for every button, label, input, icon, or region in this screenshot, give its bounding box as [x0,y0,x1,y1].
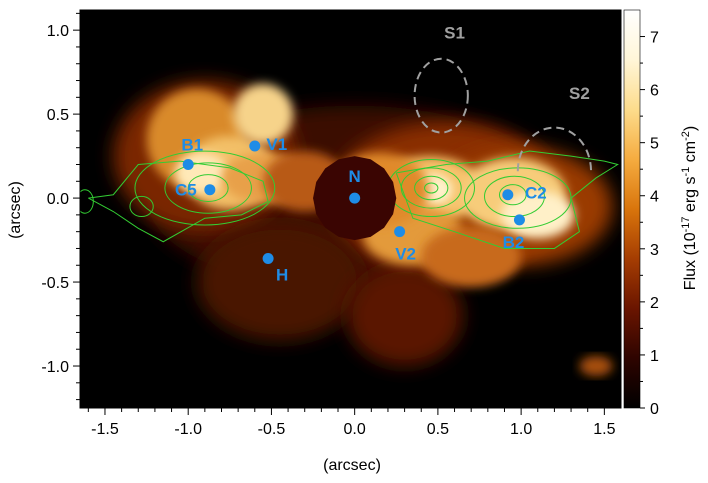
contour-6 [424,182,439,194]
x-tick-label-1: -1.0 [174,421,202,438]
emission-blob-4 [196,223,363,341]
point-b2 [513,214,525,226]
contour-5 [414,175,449,201]
emission-map [113,80,613,377]
contour-4 [400,167,462,209]
plot-frame [79,9,622,409]
x-tick-label-5: 1.0 [510,421,532,438]
y-tick-label-0: -1.0 [41,359,69,376]
point-n [349,192,361,204]
point-label-c2: C2 [525,184,547,203]
colorbar-ticks: 0 1 2 3 4 5 6 7 [640,30,659,418]
point-label-b1: B1 [181,135,203,154]
point-label-v2: V2 [395,245,416,264]
region-label-s1: S1 [444,24,465,43]
y-tick-label-3: 0.5 [47,107,69,124]
y-tick-label-2: 0.0 [47,191,69,208]
contour-0 [134,150,276,226]
x-axis-label: (arcsec) [323,457,381,474]
x-tick-label-6: 1.5 [593,421,615,438]
x-tick-label-4: 0.5 [427,421,449,438]
point-label-b2: B2 [503,233,525,252]
point-v1 [249,140,261,152]
emission-blob-8 [233,83,294,145]
point-label-c5: C5 [175,181,197,200]
point-label-n: N [349,167,361,186]
cb-tick-label-4: 4 [650,189,659,206]
cb-tick-label-5: 5 [650,136,659,153]
region-s1 [413,57,469,134]
x-tick-label-0: -1.5 [91,421,119,438]
point-c2 [502,189,514,201]
contour-lines [80,150,619,249]
region-s2 [516,126,593,172]
contour-envelope-left [88,160,269,243]
cb-tick-label-7: 7 [650,30,659,47]
marker-points: N B1 V1 C5 H V2 C2 B2 [175,135,547,285]
x-tick-label-2: -0.5 [258,421,286,438]
point-h [262,253,274,265]
contour-8 [484,175,545,218]
emission-blob-5 [346,265,463,367]
y-axis: -1.0 -0.5 0.0 0.5 1.0 [41,12,80,401]
contour-11 [80,189,94,214]
y-tick-label-4: 1.0 [47,23,69,40]
y-tick-label-1: -0.5 [41,275,69,292]
cb-tick-label-2: 2 [650,295,659,312]
emission-blob-19 [579,355,613,377]
colorbar-label: Flux (10-17 erg s-1 cm-2) [680,126,699,290]
emission-blob-16 [421,226,522,288]
x-tick-label-3: 0.0 [344,421,366,438]
region-ellipses: S1 S2 [413,24,593,172]
cb-tick-label-0: 0 [650,401,659,418]
point-label-v1: V1 [266,135,287,154]
contour-2 [187,174,229,202]
contour-1 [164,162,252,214]
point-c5 [204,184,216,196]
point-label-h: H [276,266,288,285]
colorbar [623,9,641,409]
cb-tick-label-1: 1 [650,348,659,365]
y-axis-label: (arcsec) [7,181,24,239]
contour-10 [129,195,154,218]
x-axis: -1.5 -1.0 -0.5 0.0 0.5 1.0 1.5 [87,408,616,438]
point-v2 [394,226,406,238]
point-b1 [182,158,194,170]
region-label-s2: S2 [569,84,590,103]
contour-envelope-right [395,150,619,249]
cb-tick-label-3: 3 [650,242,659,259]
cb-tick-label-6: 6 [650,83,659,100]
contour-9 [498,184,527,206]
